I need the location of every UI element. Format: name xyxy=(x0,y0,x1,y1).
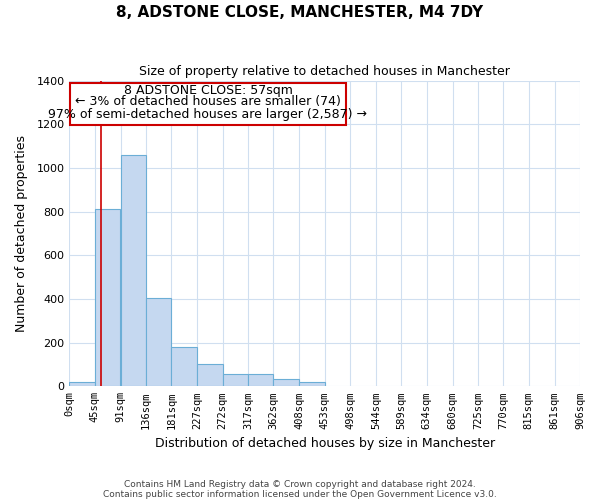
FancyBboxPatch shape xyxy=(70,82,346,126)
Text: 8 ADSTONE CLOSE: 57sqm: 8 ADSTONE CLOSE: 57sqm xyxy=(124,84,292,97)
Y-axis label: Number of detached properties: Number of detached properties xyxy=(15,135,28,332)
Text: ← 3% of detached houses are smaller (74): ← 3% of detached houses are smaller (74) xyxy=(75,95,341,108)
Bar xyxy=(172,346,197,387)
Bar xyxy=(95,210,120,386)
Bar xyxy=(197,364,223,386)
Bar xyxy=(121,155,146,386)
Text: 8, ADSTONE CLOSE, MANCHESTER, M4 7DY: 8, ADSTONE CLOSE, MANCHESTER, M4 7DY xyxy=(116,5,484,20)
Bar xyxy=(248,374,274,386)
X-axis label: Distribution of detached houses by size in Manchester: Distribution of detached houses by size … xyxy=(155,437,495,450)
Text: 97% of semi-detached houses are larger (2,587) →: 97% of semi-detached houses are larger (… xyxy=(49,108,367,121)
Bar xyxy=(70,382,95,386)
Bar xyxy=(274,378,299,386)
Bar xyxy=(223,374,248,386)
Title: Size of property relative to detached houses in Manchester: Size of property relative to detached ho… xyxy=(139,65,510,78)
Text: Contains HM Land Registry data © Crown copyright and database right 2024.
Contai: Contains HM Land Registry data © Crown c… xyxy=(103,480,497,499)
Bar xyxy=(299,382,325,386)
Bar xyxy=(146,298,172,386)
